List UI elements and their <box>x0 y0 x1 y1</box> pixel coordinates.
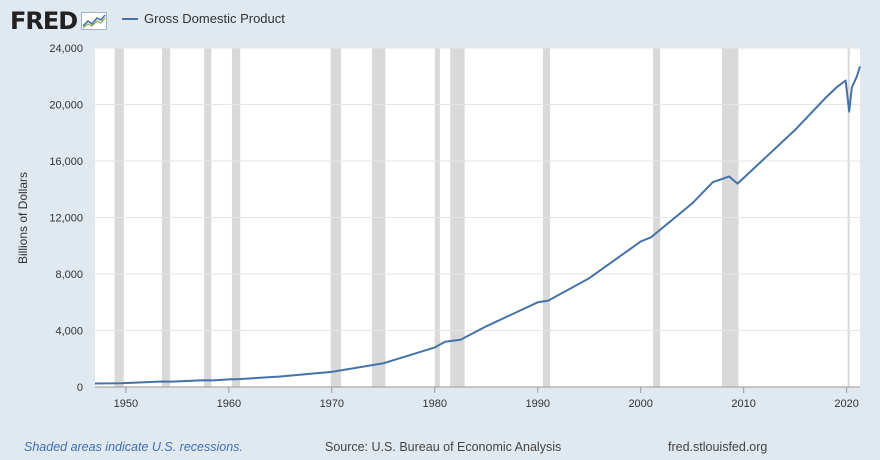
y-tick-label: 12,000 <box>49 213 83 225</box>
y-tick-label: 20,000 <box>49 100 83 112</box>
logo-text: FRED <box>10 7 78 35</box>
legend-label: Gross Domestic Product <box>144 11 285 26</box>
series-line-gdp[interactable] <box>94 66 861 385</box>
x-tick-label: 1960 <box>217 398 241 410</box>
y-tick-label: 24,000 <box>49 43 83 55</box>
x-tick-label: 1980 <box>423 398 447 410</box>
y-axis-label: Billions of Dollars <box>16 172 30 264</box>
chart-legend: Gross Domestic Product <box>122 11 285 26</box>
x-tick-label: 1950 <box>114 398 138 410</box>
y-tick-label: 4,000 <box>55 326 83 338</box>
y-tick-label: 16,000 <box>49 156 83 168</box>
trend-chart-icon <box>81 12 108 30</box>
site-url[interactable]: fred.stlouisfed.org <box>668 440 768 454</box>
axis-layer: 0 4,000 8,000 12,000 16,000 20,000 24,000 1950 1… <box>49 43 860 410</box>
legend-swatch <box>122 17 138 20</box>
x-tick-label: 1990 <box>525 398 549 410</box>
gdp-line-chart[interactable]: 0 4,000 8,000 12,000 16,000 20,000 24,000 1950 1… <box>0 0 880 430</box>
fred-logo[interactable]: FRED <box>10 6 108 36</box>
series-layer <box>94 66 861 385</box>
x-tick-label: 2010 <box>731 398 755 410</box>
y-tick-label: 0 <box>77 382 83 394</box>
x-tick-label: 2020 <box>834 398 858 410</box>
y-tick-label: 8,000 <box>55 269 83 281</box>
recession-note: Shaded areas indicate U.S. recessions. <box>24 440 243 454</box>
x-tick-label: 2000 <box>628 398 652 410</box>
source-note: Source: U.S. Bureau of Economic Analysis <box>325 440 562 454</box>
x-tick-label: 1970 <box>320 398 344 410</box>
